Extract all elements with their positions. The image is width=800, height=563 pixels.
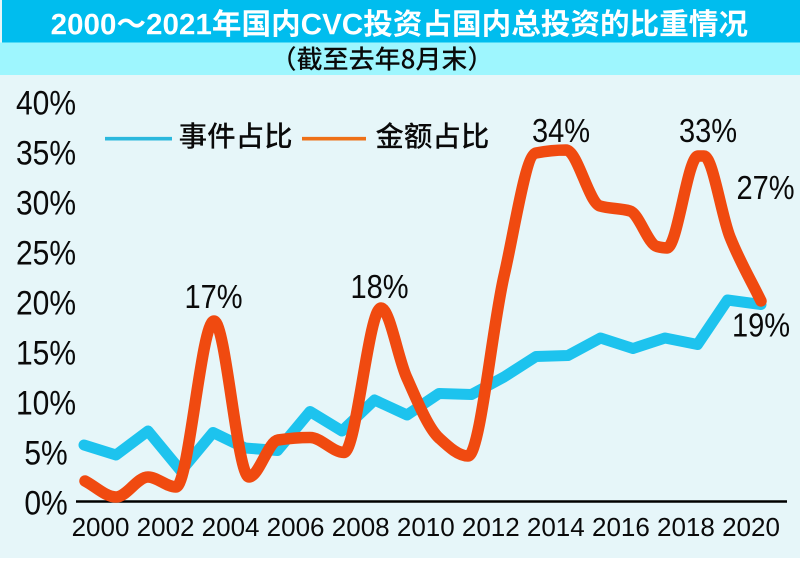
svg-text:2016: 2016 xyxy=(592,512,650,542)
svg-text:30%: 30% xyxy=(16,183,76,221)
svg-text:0%: 0% xyxy=(24,483,67,521)
svg-text:2010: 2010 xyxy=(397,512,455,542)
svg-text:27%: 27% xyxy=(736,169,794,206)
svg-text:10%: 10% xyxy=(16,383,76,421)
svg-text:35%: 35% xyxy=(16,133,76,171)
svg-text:2012: 2012 xyxy=(462,512,520,542)
svg-text:19%: 19% xyxy=(732,307,790,344)
svg-text:34%: 34% xyxy=(532,112,590,149)
svg-text:18%: 18% xyxy=(350,268,408,305)
svg-text:15%: 15% xyxy=(16,333,76,371)
svg-text:2000: 2000 xyxy=(72,512,130,542)
svg-text:17%: 17% xyxy=(184,278,242,315)
svg-text:40%: 40% xyxy=(16,83,76,121)
svg-text:2008: 2008 xyxy=(332,512,390,542)
svg-text:2004: 2004 xyxy=(202,512,260,542)
svg-text:20%: 20% xyxy=(16,283,76,321)
svg-text:2014: 2014 xyxy=(527,512,585,542)
svg-text:5%: 5% xyxy=(24,433,67,471)
svg-text:2006: 2006 xyxy=(267,512,325,542)
svg-text:33%: 33% xyxy=(679,112,737,149)
svg-text:2018: 2018 xyxy=(657,512,715,542)
svg-text:2002: 2002 xyxy=(137,512,195,542)
svg-text:25%: 25% xyxy=(16,233,76,271)
svg-text:2020: 2020 xyxy=(722,512,780,542)
